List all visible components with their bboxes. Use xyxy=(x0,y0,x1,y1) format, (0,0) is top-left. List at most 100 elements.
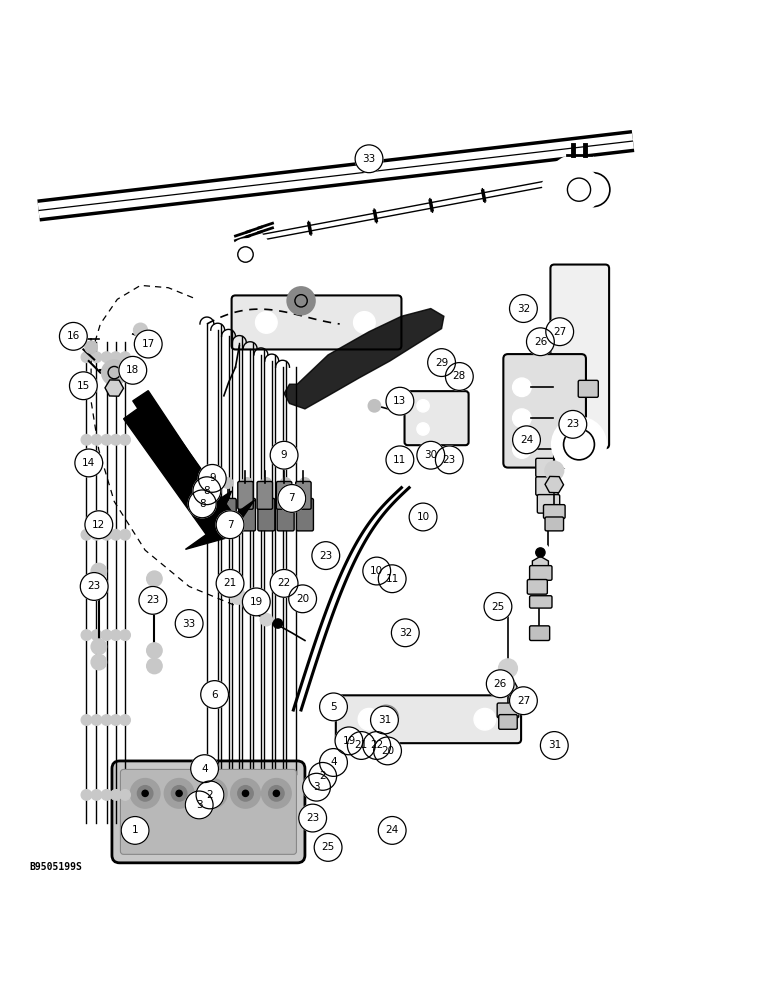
Circle shape xyxy=(137,786,153,801)
FancyBboxPatch shape xyxy=(537,495,560,513)
Text: 16: 16 xyxy=(66,331,80,341)
Circle shape xyxy=(270,441,298,469)
Circle shape xyxy=(354,312,375,333)
Circle shape xyxy=(417,400,429,412)
Circle shape xyxy=(242,478,252,488)
Circle shape xyxy=(445,363,473,390)
Text: 33: 33 xyxy=(362,154,376,164)
Circle shape xyxy=(347,732,375,759)
Circle shape xyxy=(110,630,121,641)
Text: 23: 23 xyxy=(146,595,160,605)
Circle shape xyxy=(435,446,463,474)
Text: 22: 22 xyxy=(370,740,384,750)
Circle shape xyxy=(101,790,112,800)
Circle shape xyxy=(120,352,130,363)
Circle shape xyxy=(564,160,622,219)
Text: 17: 17 xyxy=(141,339,155,349)
Circle shape xyxy=(386,387,414,415)
Circle shape xyxy=(320,693,347,721)
Circle shape xyxy=(205,786,220,801)
FancyBboxPatch shape xyxy=(336,695,521,743)
Polygon shape xyxy=(124,399,255,549)
Circle shape xyxy=(543,176,561,194)
Text: 21: 21 xyxy=(223,578,237,588)
Text: 5: 5 xyxy=(330,702,337,712)
Circle shape xyxy=(216,511,244,539)
Circle shape xyxy=(499,659,517,678)
Text: 8: 8 xyxy=(199,499,205,509)
Circle shape xyxy=(386,446,414,474)
Circle shape xyxy=(81,630,92,641)
Circle shape xyxy=(355,145,383,173)
Text: 33: 33 xyxy=(182,619,196,629)
Circle shape xyxy=(289,585,317,613)
Circle shape xyxy=(273,790,279,796)
Text: 13: 13 xyxy=(393,396,407,406)
Text: 26: 26 xyxy=(533,337,547,347)
Circle shape xyxy=(363,557,391,585)
Circle shape xyxy=(280,478,291,488)
Circle shape xyxy=(371,706,398,734)
Circle shape xyxy=(409,503,437,531)
Circle shape xyxy=(201,681,229,708)
Text: 3: 3 xyxy=(313,782,320,792)
FancyBboxPatch shape xyxy=(530,626,550,641)
Circle shape xyxy=(171,786,187,801)
Text: 7: 7 xyxy=(227,520,233,530)
Circle shape xyxy=(536,548,545,557)
Text: 2: 2 xyxy=(207,790,213,800)
FancyBboxPatch shape xyxy=(536,477,558,495)
Text: 4: 4 xyxy=(201,764,208,774)
FancyBboxPatch shape xyxy=(296,498,313,531)
Circle shape xyxy=(531,543,550,562)
Circle shape xyxy=(120,434,130,445)
FancyBboxPatch shape xyxy=(543,505,565,519)
Circle shape xyxy=(557,168,601,211)
Circle shape xyxy=(231,779,260,808)
Text: 9: 9 xyxy=(281,450,287,460)
Text: 20: 20 xyxy=(296,594,310,604)
Text: 11: 11 xyxy=(385,574,399,584)
Circle shape xyxy=(198,464,226,492)
Circle shape xyxy=(198,779,227,808)
FancyBboxPatch shape xyxy=(112,761,305,863)
Text: 10: 10 xyxy=(416,512,430,522)
Circle shape xyxy=(147,658,162,674)
FancyBboxPatch shape xyxy=(238,481,253,509)
Text: 29: 29 xyxy=(435,358,449,368)
Circle shape xyxy=(110,790,121,800)
Text: 32: 32 xyxy=(516,304,530,314)
Circle shape xyxy=(185,791,213,819)
Circle shape xyxy=(81,529,92,540)
Circle shape xyxy=(91,563,107,579)
Circle shape xyxy=(101,630,112,641)
FancyBboxPatch shape xyxy=(497,703,519,718)
Circle shape xyxy=(540,732,568,759)
Circle shape xyxy=(320,749,347,776)
Circle shape xyxy=(175,610,203,637)
Circle shape xyxy=(102,360,127,385)
Text: 27: 27 xyxy=(516,696,530,706)
FancyBboxPatch shape xyxy=(219,498,236,531)
Circle shape xyxy=(188,490,216,518)
Circle shape xyxy=(209,790,215,796)
Circle shape xyxy=(273,619,283,628)
Circle shape xyxy=(81,715,92,725)
Text: 23: 23 xyxy=(306,813,320,823)
Circle shape xyxy=(101,434,112,445)
FancyBboxPatch shape xyxy=(578,380,598,397)
Circle shape xyxy=(120,790,130,800)
Text: 24: 24 xyxy=(385,825,399,835)
Text: 8: 8 xyxy=(204,486,210,496)
Circle shape xyxy=(299,804,327,832)
Circle shape xyxy=(91,579,107,594)
Text: 1: 1 xyxy=(132,825,138,835)
Circle shape xyxy=(242,790,249,796)
Text: 25: 25 xyxy=(321,842,335,852)
FancyBboxPatch shape xyxy=(120,769,296,854)
Circle shape xyxy=(222,478,233,488)
Circle shape xyxy=(85,511,113,539)
Circle shape xyxy=(120,529,130,540)
Circle shape xyxy=(81,352,92,363)
Text: 6: 6 xyxy=(212,690,218,700)
